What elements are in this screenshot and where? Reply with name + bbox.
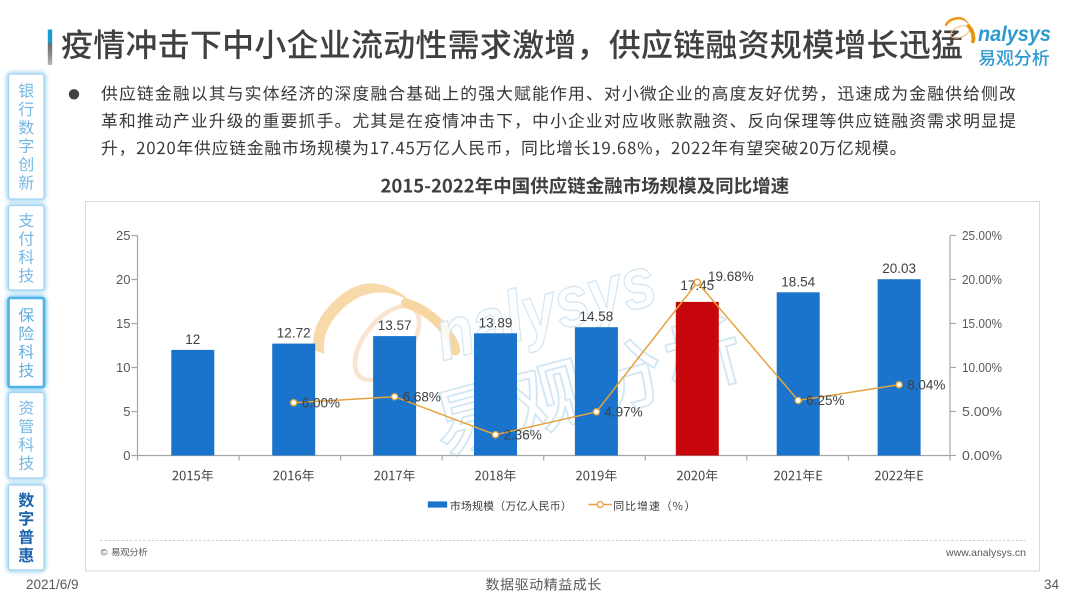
svg-text:0.00%: 0.00% xyxy=(962,448,1002,463)
svg-text:4.97%: 4.97% xyxy=(604,404,642,419)
svg-text:12: 12 xyxy=(185,332,200,347)
svg-text:20.00%: 20.00% xyxy=(962,272,1002,287)
svg-text:18.54: 18.54 xyxy=(781,274,815,289)
svg-text:nalysys: nalysys xyxy=(426,241,664,377)
svg-text:15: 15 xyxy=(116,316,130,331)
svg-text:8.04%: 8.04% xyxy=(907,377,945,392)
svg-text:10.00%: 10.00% xyxy=(962,360,1002,375)
svg-text:20.03: 20.03 xyxy=(882,261,916,276)
svg-text:15.00%: 15.00% xyxy=(962,316,1002,331)
svg-text:12.72: 12.72 xyxy=(277,326,311,341)
svg-text:6.68%: 6.68% xyxy=(403,389,441,404)
svg-text:13.89: 13.89 xyxy=(479,315,513,330)
svg-text:25.00%: 25.00% xyxy=(962,228,1002,243)
svg-text:34: 34 xyxy=(1044,577,1060,592)
svg-text:©: © xyxy=(101,548,108,559)
svg-text:2021/6/9: 2021/6/9 xyxy=(26,577,79,592)
svg-text:5.00%: 5.00% xyxy=(962,404,1002,419)
svg-text:14.58: 14.58 xyxy=(580,309,614,324)
svg-text:25: 25 xyxy=(116,228,130,243)
svg-text:6.00%: 6.00% xyxy=(302,395,340,410)
svg-text:www.analysys.cn: www.analysys.cn xyxy=(945,547,1026,559)
svg-text:20: 20 xyxy=(116,272,130,287)
svg-text:13.57: 13.57 xyxy=(378,318,412,333)
svg-text:19.68%: 19.68% xyxy=(708,269,754,284)
svg-text:nalysys: nalysys xyxy=(978,22,1051,46)
svg-text:10: 10 xyxy=(116,360,130,375)
svg-text:2.36%: 2.36% xyxy=(504,427,542,442)
svg-text:5: 5 xyxy=(123,404,130,419)
svg-text:6.25%: 6.25% xyxy=(806,393,844,408)
svg-text:0: 0 xyxy=(123,448,130,463)
